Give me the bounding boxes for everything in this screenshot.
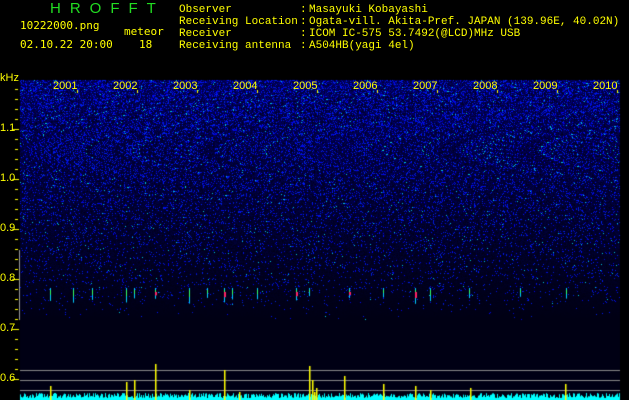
filename: 10222000.png: [20, 19, 100, 32]
time-tick-label: 2002: [113, 80, 138, 92]
freq-tick-label: 0.8: [0, 272, 16, 284]
info-label: Observer: [179, 4, 232, 16]
time-tick-label: 2004: [233, 80, 258, 92]
app-title: HROFFT: [50, 0, 165, 17]
info-label: Receiving Location: [179, 16, 298, 28]
freq-tick-label: 0.6: [0, 372, 16, 384]
freq-tick-label: 1.1: [0, 122, 16, 134]
time-tick-label: 2006: [353, 80, 378, 92]
unit-label: kHz: [0, 72, 19, 84]
info-row: Observer: Masayuki Kobayashi: [179, 4, 619, 16]
time-tick-label: 2009: [533, 80, 558, 92]
info-value: Masayuki Kobayashi: [309, 4, 428, 16]
meteor-label: meteor: [124, 25, 164, 38]
freq-tick-label: 0.9: [0, 222, 16, 234]
info-separator: :: [300, 4, 307, 16]
time-tick-label: 2003: [173, 80, 198, 92]
meteor-count: 18: [139, 38, 153, 51]
info-separator: :: [300, 28, 307, 40]
info-value: Ogata-vill. Akita-Pref. JAPAN (139.96E, …: [309, 16, 620, 28]
info-label: Receiver: [179, 28, 232, 40]
freq-tick-label: 0.7: [0, 322, 16, 334]
station-info: Observer: Masayuki Kobayashi Receiving Loc…: [179, 4, 619, 52]
info-row: Receiving antenna: A504HB(yagi 4el): [179, 40, 619, 52]
time-tick-label: 2008: [473, 80, 498, 92]
info-separator: :: [300, 16, 307, 28]
info-value: A504HB(yagi 4el): [309, 40, 415, 52]
info-separator: :: [300, 40, 307, 52]
datetime: 02.10.22 20:00: [20, 38, 113, 51]
info-label: Receiving antenna: [179, 40, 292, 52]
time-tick-label: 2007: [413, 80, 438, 92]
time-tick-label: 2010: [593, 80, 618, 92]
time-tick-label: 2005: [293, 80, 318, 92]
freq-tick-label: 1.0: [0, 172, 16, 184]
info-value: ICOM IC-575 53.7492(@LCD)MHz USB: [309, 28, 521, 40]
time-tick-label: 2001: [53, 80, 78, 92]
info-row: Receiver: ICOM IC-575 53.7492(@LCD)MHz US…: [179, 28, 619, 40]
info-row: Receiving Location: Ogata-vill. Akita-Pre…: [179, 16, 619, 28]
